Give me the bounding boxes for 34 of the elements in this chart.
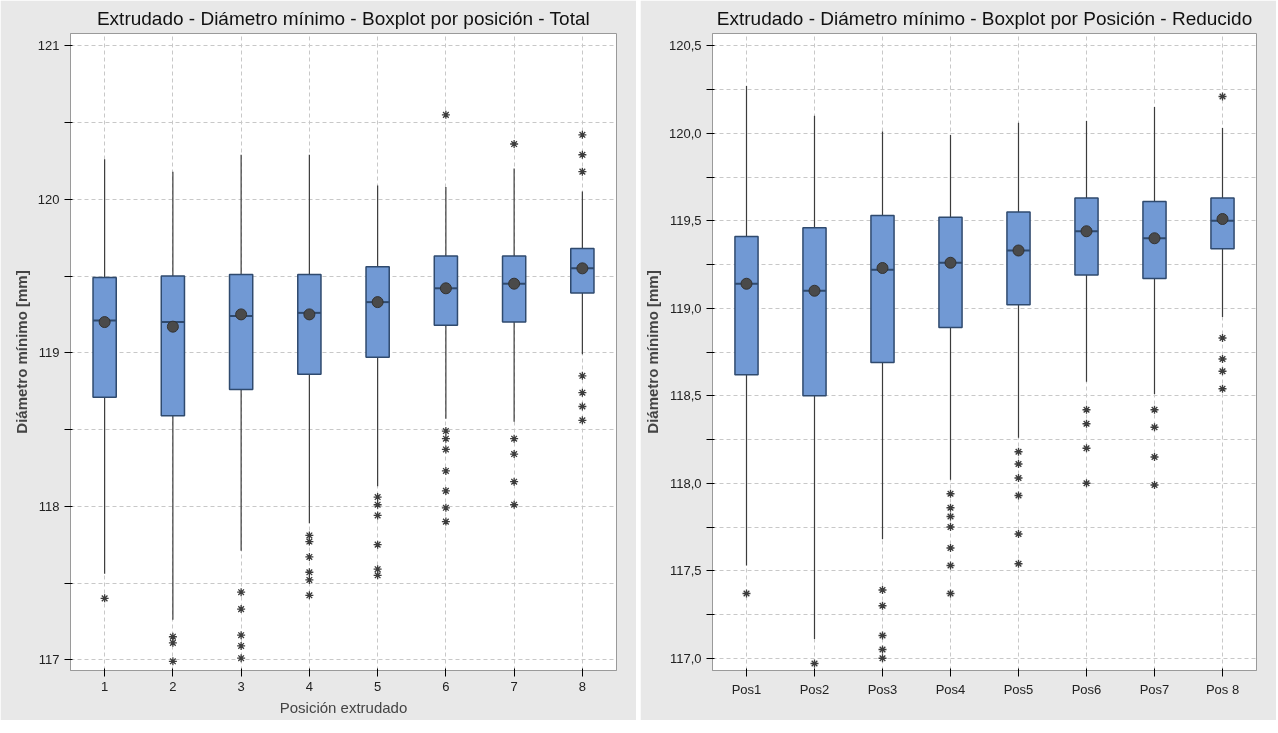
x-tick-label: Pos4 xyxy=(935,681,966,697)
y-tick-label: 118,5 xyxy=(669,388,702,404)
x-tick-label: Pos1 xyxy=(731,681,762,697)
y-tick-label: 120 xyxy=(37,191,60,207)
y-axis-title: Diámetro mínimo [mm] xyxy=(12,270,30,434)
y-tick-label: 120,5 xyxy=(668,38,702,54)
chart-title: Extrudado - Diámetro mínimo - Boxplot por posición - Total xyxy=(96,7,590,29)
y-axis-title: Diámetro mínimo [mm] xyxy=(643,270,661,434)
x-tick-label: 8 xyxy=(578,678,586,694)
y-tick-label: 117,5 xyxy=(669,563,702,579)
y-tick-label: 117,0 xyxy=(669,650,702,666)
x-tick-label: Pos5 xyxy=(1003,681,1034,697)
x-tick-label: 3 xyxy=(237,678,245,694)
x-tick-label: Pos2 xyxy=(799,681,830,697)
y-tick-label: 118 xyxy=(38,498,60,514)
y-tick-label: 119 xyxy=(38,345,60,361)
y-tick-label: 121 xyxy=(37,38,60,54)
y-tick-label: 119,5 xyxy=(669,213,702,229)
x-axis-title: Posición extrudado xyxy=(279,698,408,716)
x-tick-label: Pos7 xyxy=(1139,681,1170,697)
x-tick-label: 1 xyxy=(101,678,109,694)
x-tick-label: 5 xyxy=(374,678,382,694)
y-tick-label: 118,0 xyxy=(669,475,702,491)
chart-title: Extrudado - Diámetro mínimo - Boxplot por Posición - Reducido xyxy=(716,7,1253,29)
y-tick-label: 120,0 xyxy=(668,125,702,141)
x-tick-label: 2 xyxy=(169,678,177,694)
x-tick-label: 6 xyxy=(442,678,450,694)
y-tick-label: 117 xyxy=(38,652,60,668)
x-tick-label: 4 xyxy=(305,678,313,694)
x-tick-label: Pos 8 xyxy=(1205,681,1240,697)
x-tick-label: 7 xyxy=(510,678,518,694)
x-tick-label: Pos3 xyxy=(867,681,898,697)
x-tick-label: Pos6 xyxy=(1071,681,1102,697)
y-tick-label: 119,0 xyxy=(669,300,702,316)
